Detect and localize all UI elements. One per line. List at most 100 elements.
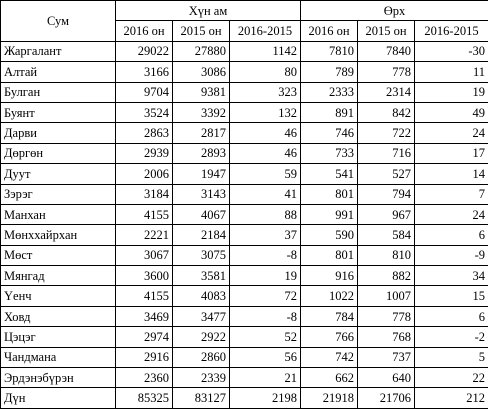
row-value-cell: 34	[415, 266, 488, 286]
row-value-cell: 590	[301, 225, 358, 245]
row-value-cell: 778	[358, 306, 415, 326]
row-value-cell: 916	[301, 266, 358, 286]
row-value-cell: 4155	[116, 204, 173, 224]
row-value-cell: 11	[415, 62, 488, 82]
row-value-cell: -30	[415, 41, 488, 61]
row-value-cell: 2974	[116, 327, 173, 347]
row-value-cell: -8	[230, 245, 301, 265]
row-sum-name: Ховд	[1, 306, 116, 326]
row-value-cell: 891	[301, 102, 358, 122]
row-value-cell: 15	[415, 286, 488, 306]
row-value-cell: 22	[415, 368, 488, 388]
row-value-cell: 17	[415, 143, 488, 163]
row-value-cell: 37	[230, 225, 301, 245]
row-value-cell: 85325	[116, 388, 173, 408]
row-value-cell: 83127	[173, 388, 230, 408]
row-value-cell: 541	[301, 164, 358, 184]
header-group-households: Өрх	[301, 1, 488, 21]
row-value-cell: 3067	[116, 245, 173, 265]
header-sub: 2015 он	[173, 21, 230, 41]
row-sum-name: Алтай	[1, 62, 116, 82]
row-sum-name: Мөнххайрхан	[1, 225, 116, 245]
row-value-cell: -9	[415, 245, 488, 265]
row-value-cell: 3477	[173, 306, 230, 326]
header-row-group: Сум Хүн ам Өрх	[1, 1, 488, 21]
row-value-cell: 768	[358, 327, 415, 347]
row-value-cell: 2893	[173, 143, 230, 163]
row-value-cell: 716	[358, 143, 415, 163]
row-sum-name: Эрдэнэбүрэн	[1, 368, 116, 388]
row-value-cell: 640	[358, 368, 415, 388]
row-value-cell: 662	[301, 368, 358, 388]
row-value-cell: 1022	[301, 286, 358, 306]
row-value-cell: 7840	[358, 41, 415, 61]
row-value-cell: 59	[230, 164, 301, 184]
row-value-cell: 24	[415, 123, 488, 143]
row-value-cell: 778	[358, 62, 415, 82]
row-value-cell: 2314	[358, 82, 415, 102]
row-value-cell: 794	[358, 184, 415, 204]
row-value-cell: 6	[415, 306, 488, 326]
row-value-cell: 46	[230, 143, 301, 163]
row-value-cell: 27880	[173, 41, 230, 61]
row-sum-name: Дөргөн	[1, 143, 116, 163]
row-value-cell: 1142	[230, 41, 301, 61]
row-value-cell: 3524	[116, 102, 173, 122]
row-value-cell: 2221	[116, 225, 173, 245]
row-value-cell: 3166	[116, 62, 173, 82]
row-value-cell: 3581	[173, 266, 230, 286]
row-value-cell: 733	[301, 143, 358, 163]
row-value-cell: 49	[415, 102, 488, 122]
row-value-cell: 9381	[173, 82, 230, 102]
row-sum-name: Жаргалант	[1, 41, 116, 61]
row-value-cell: 56	[230, 347, 301, 367]
row-value-cell: 41	[230, 184, 301, 204]
row-value-cell: 323	[230, 82, 301, 102]
row-value-cell: 3600	[116, 266, 173, 286]
row-value-cell: -2	[415, 327, 488, 347]
row-value-cell: 46	[230, 123, 301, 143]
row-value-cell: 88	[230, 204, 301, 224]
header-sub: 2016 он	[116, 21, 173, 41]
row-value-cell: 7810	[301, 41, 358, 61]
row-value-cell: 742	[301, 347, 358, 367]
row-value-cell: 212	[415, 388, 488, 408]
row-value-cell: 2339	[173, 368, 230, 388]
header-sub: 2016-2015	[415, 21, 488, 41]
row-value-cell: 722	[358, 123, 415, 143]
header-sub: 2016-2015	[230, 21, 301, 41]
row-value-cell: 967	[358, 204, 415, 224]
row-value-cell: 882	[358, 266, 415, 286]
row-value-cell: 80	[230, 62, 301, 82]
header-sub: 2016 он	[301, 21, 358, 41]
row-value-cell: 4067	[173, 204, 230, 224]
row-value-cell: 801	[301, 245, 358, 265]
row-value-cell: 6	[415, 225, 488, 245]
row-value-cell: 52	[230, 327, 301, 347]
row-value-cell: 9704	[116, 82, 173, 102]
row-value-cell: 801	[301, 184, 358, 204]
row-value-cell: 21918	[301, 388, 358, 408]
row-value-cell: 766	[301, 327, 358, 347]
row-value-cell: -8	[230, 306, 301, 326]
row-value-cell: 2198	[230, 388, 301, 408]
row-value-cell: 24	[415, 204, 488, 224]
row-value-cell: 72	[230, 286, 301, 306]
row-sum-name: Цэцэг	[1, 327, 116, 347]
header-group-population: Хүн ам	[116, 1, 301, 21]
row-value-cell: 991	[301, 204, 358, 224]
row-sum-name: Булган	[1, 82, 116, 102]
row-sum-name: Чандмана	[1, 347, 116, 367]
row-value-cell: 3143	[173, 184, 230, 204]
